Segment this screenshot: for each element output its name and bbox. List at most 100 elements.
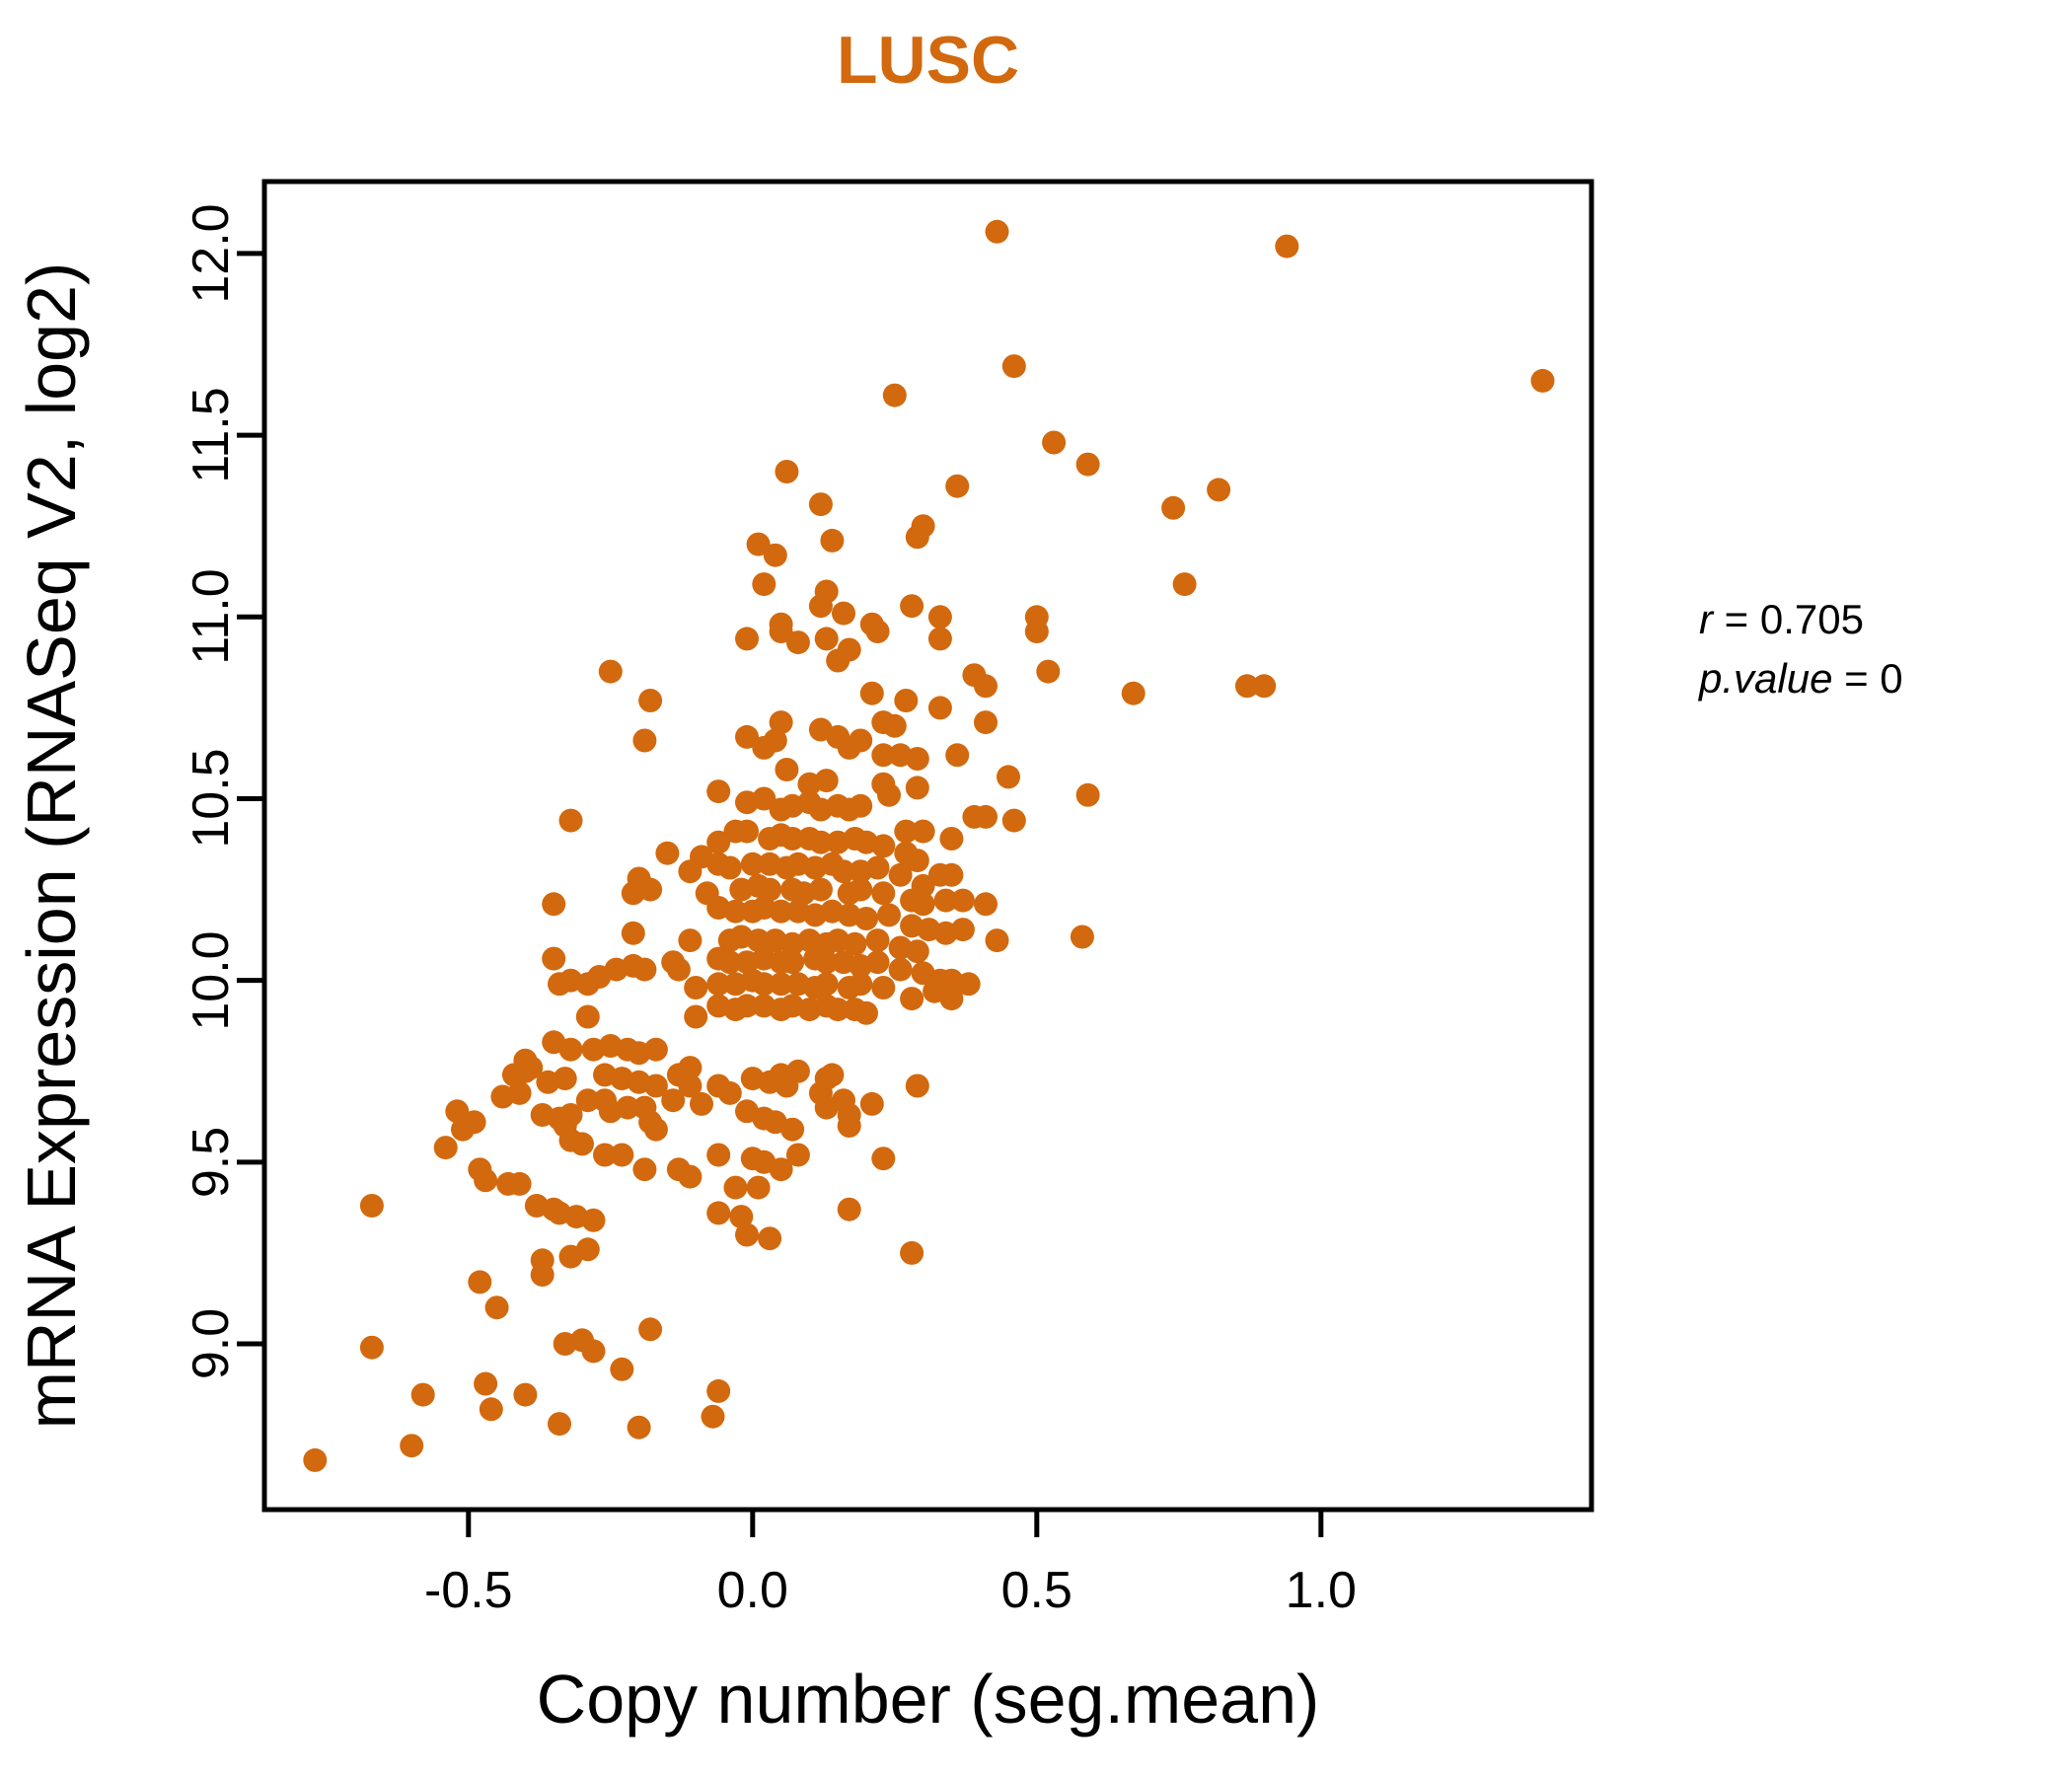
data-point	[785, 630, 810, 655]
data-point	[581, 1208, 606, 1232]
data-point	[865, 855, 890, 880]
data-point	[643, 1073, 668, 1098]
data-point	[927, 627, 952, 651]
data-point	[684, 1004, 708, 1029]
data-point	[752, 972, 777, 997]
data-point	[820, 528, 845, 553]
data-point	[974, 710, 998, 735]
data-point	[769, 620, 793, 643]
data-point	[575, 1004, 600, 1029]
data-point	[854, 907, 878, 930]
data-point	[474, 1371, 498, 1396]
data-point	[735, 627, 759, 651]
data-point	[507, 1171, 532, 1196]
data-point	[808, 594, 833, 619]
data-point	[888, 957, 913, 982]
data-point	[769, 710, 793, 735]
data-point	[985, 928, 1009, 953]
data-point	[735, 819, 759, 844]
data-point	[1161, 495, 1186, 520]
data-point	[1121, 681, 1146, 705]
data-point	[746, 1175, 771, 1200]
data-point	[865, 620, 890, 643]
data-point	[507, 1080, 532, 1105]
data-point	[849, 793, 873, 818]
data-point	[706, 1201, 731, 1225]
data-point	[575, 1088, 600, 1113]
data-point	[706, 1378, 731, 1403]
data-point	[729, 1205, 754, 1229]
data-point	[359, 1335, 384, 1360]
data-point	[410, 1382, 435, 1407]
data-point	[769, 1157, 793, 1182]
data-point	[735, 994, 759, 1018]
data-point	[808, 877, 833, 902]
data-point	[513, 1059, 538, 1083]
data-point	[785, 1143, 810, 1167]
data-point	[905, 525, 929, 550]
data-point	[558, 808, 583, 833]
data-point	[814, 627, 839, 651]
data-point	[479, 1397, 503, 1422]
data-point	[780, 1117, 805, 1142]
data-point	[859, 681, 884, 705]
y-tick-label: 10.0	[183, 930, 240, 1031]
data-point	[627, 1415, 651, 1440]
data-point	[542, 892, 566, 917]
stats-annotation: r = 0.705 p.value = 0	[1699, 590, 1903, 708]
data-point	[638, 689, 663, 712]
data-point	[570, 1132, 594, 1156]
data-point	[900, 594, 925, 619]
data-point	[871, 881, 896, 906]
data-point	[927, 696, 952, 720]
data-point	[871, 834, 896, 858]
data-point	[877, 903, 901, 927]
data-point	[638, 1317, 663, 1342]
data-point	[610, 1357, 634, 1381]
data-point	[974, 674, 998, 699]
stats-r-value: = 0.705	[1713, 596, 1864, 642]
data-point	[717, 1080, 742, 1105]
data-point	[655, 841, 680, 865]
y-tick-label: 9.0	[183, 1307, 240, 1380]
data-point	[865, 950, 890, 975]
stats-r-line: r = 0.705	[1699, 590, 1903, 649]
data-point	[701, 1404, 725, 1429]
data-point	[717, 855, 742, 880]
plot-title: LUSC	[836, 23, 1020, 98]
data-point	[894, 819, 919, 844]
data-point	[882, 713, 907, 738]
data-point	[690, 1091, 713, 1116]
data-point	[610, 1143, 634, 1167]
x-tick-label: 0.5	[1000, 1562, 1073, 1619]
plot-box	[261, 179, 1594, 1513]
data-point	[575, 1237, 600, 1262]
data-point	[780, 950, 805, 975]
data-point	[900, 987, 925, 1011]
data-point	[735, 724, 759, 749]
data-point	[661, 1088, 686, 1113]
data-point	[433, 1136, 458, 1160]
data-point	[723, 899, 748, 924]
data-point	[894, 689, 919, 712]
data-point	[911, 819, 935, 844]
data-point	[758, 1226, 782, 1251]
data-point	[939, 827, 964, 851]
data-point	[905, 1073, 929, 1098]
data-point	[1275, 234, 1299, 259]
data-point	[769, 972, 793, 997]
data-point	[558, 1037, 583, 1062]
y-tick-label: 12.0	[183, 203, 240, 304]
data-point	[785, 1059, 810, 1083]
data-point	[939, 862, 964, 887]
data-point	[939, 987, 964, 1011]
data-point	[882, 383, 907, 407]
data-point	[706, 779, 731, 804]
data-point	[1530, 368, 1555, 393]
data-point	[1172, 572, 1197, 597]
data-point	[997, 765, 1020, 789]
data-point	[1075, 452, 1100, 477]
data-point	[513, 1382, 538, 1407]
data-point	[974, 892, 998, 917]
